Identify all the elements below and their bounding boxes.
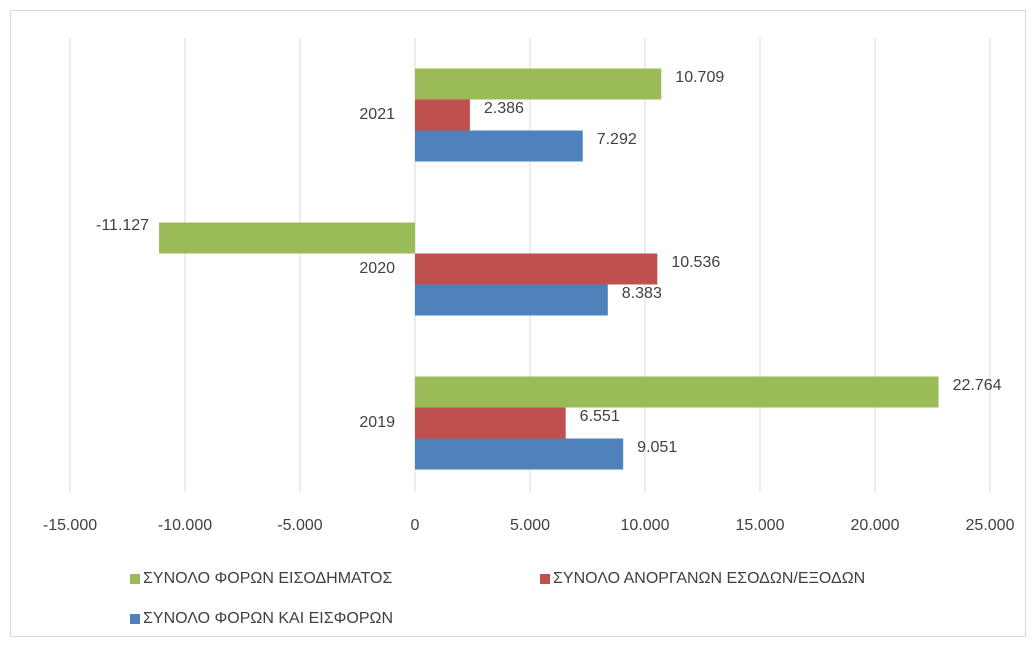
chart-border: [10, 10, 1026, 637]
bar: [415, 253, 658, 285]
legend-label: ΣΥΝΟΛΟ ΦΟΡΩΝ ΕΙΣΟΔΗΜΑΤΟΣ: [143, 570, 392, 587]
bar: [415, 438, 624, 470]
bar: [415, 376, 939, 408]
data-label: 6.551: [580, 408, 620, 425]
legend-label: ΣΥΝΟΛΟ ΦΟΡΩΝ ΚΑΙ ΕΙΣΦΟΡΩΝ: [143, 610, 393, 627]
bar: [415, 99, 470, 131]
data-label: 2.386: [484, 100, 524, 117]
x-tick-label: 25.000: [966, 517, 1015, 534]
data-label: 7.292: [597, 131, 637, 148]
bar: [415, 284, 608, 316]
x-tick-label: 10.000: [621, 517, 670, 534]
bar: [415, 407, 566, 439]
x-tick-label: -15.000: [43, 517, 97, 534]
x-tick-label: 20.000: [851, 517, 900, 534]
legend-swatch: [130, 614, 140, 624]
x-tick-label: 0: [411, 517, 420, 534]
x-tick-label: -10.000: [158, 517, 212, 534]
bar: [159, 222, 415, 254]
category-label: 2020: [359, 260, 395, 277]
data-label: -11.127: [96, 217, 149, 234]
legend-swatch: [130, 574, 140, 584]
data-label: 10.536: [671, 254, 720, 271]
category-label: 2019: [359, 414, 395, 431]
x-tick-label: 5.000: [510, 517, 550, 534]
x-tick-label: 15.000: [736, 517, 785, 534]
data-label: 22.764: [953, 377, 1002, 394]
data-label: 9.051: [637, 439, 677, 456]
bar: [415, 68, 662, 100]
legend-label: ΣΥΝΟΛΟ ΑΝΟΡΓΑΝΩΝ ΕΣΟΔΩΝ/ΕΞΟΔΩΝ: [553, 570, 865, 587]
legend-swatch: [540, 574, 550, 584]
data-label: 8.383: [622, 285, 662, 302]
data-label: 10.709: [675, 69, 724, 86]
x-tick-label: -5.000: [277, 517, 322, 534]
bar: [415, 130, 583, 162]
category-label: 2021: [359, 106, 395, 123]
